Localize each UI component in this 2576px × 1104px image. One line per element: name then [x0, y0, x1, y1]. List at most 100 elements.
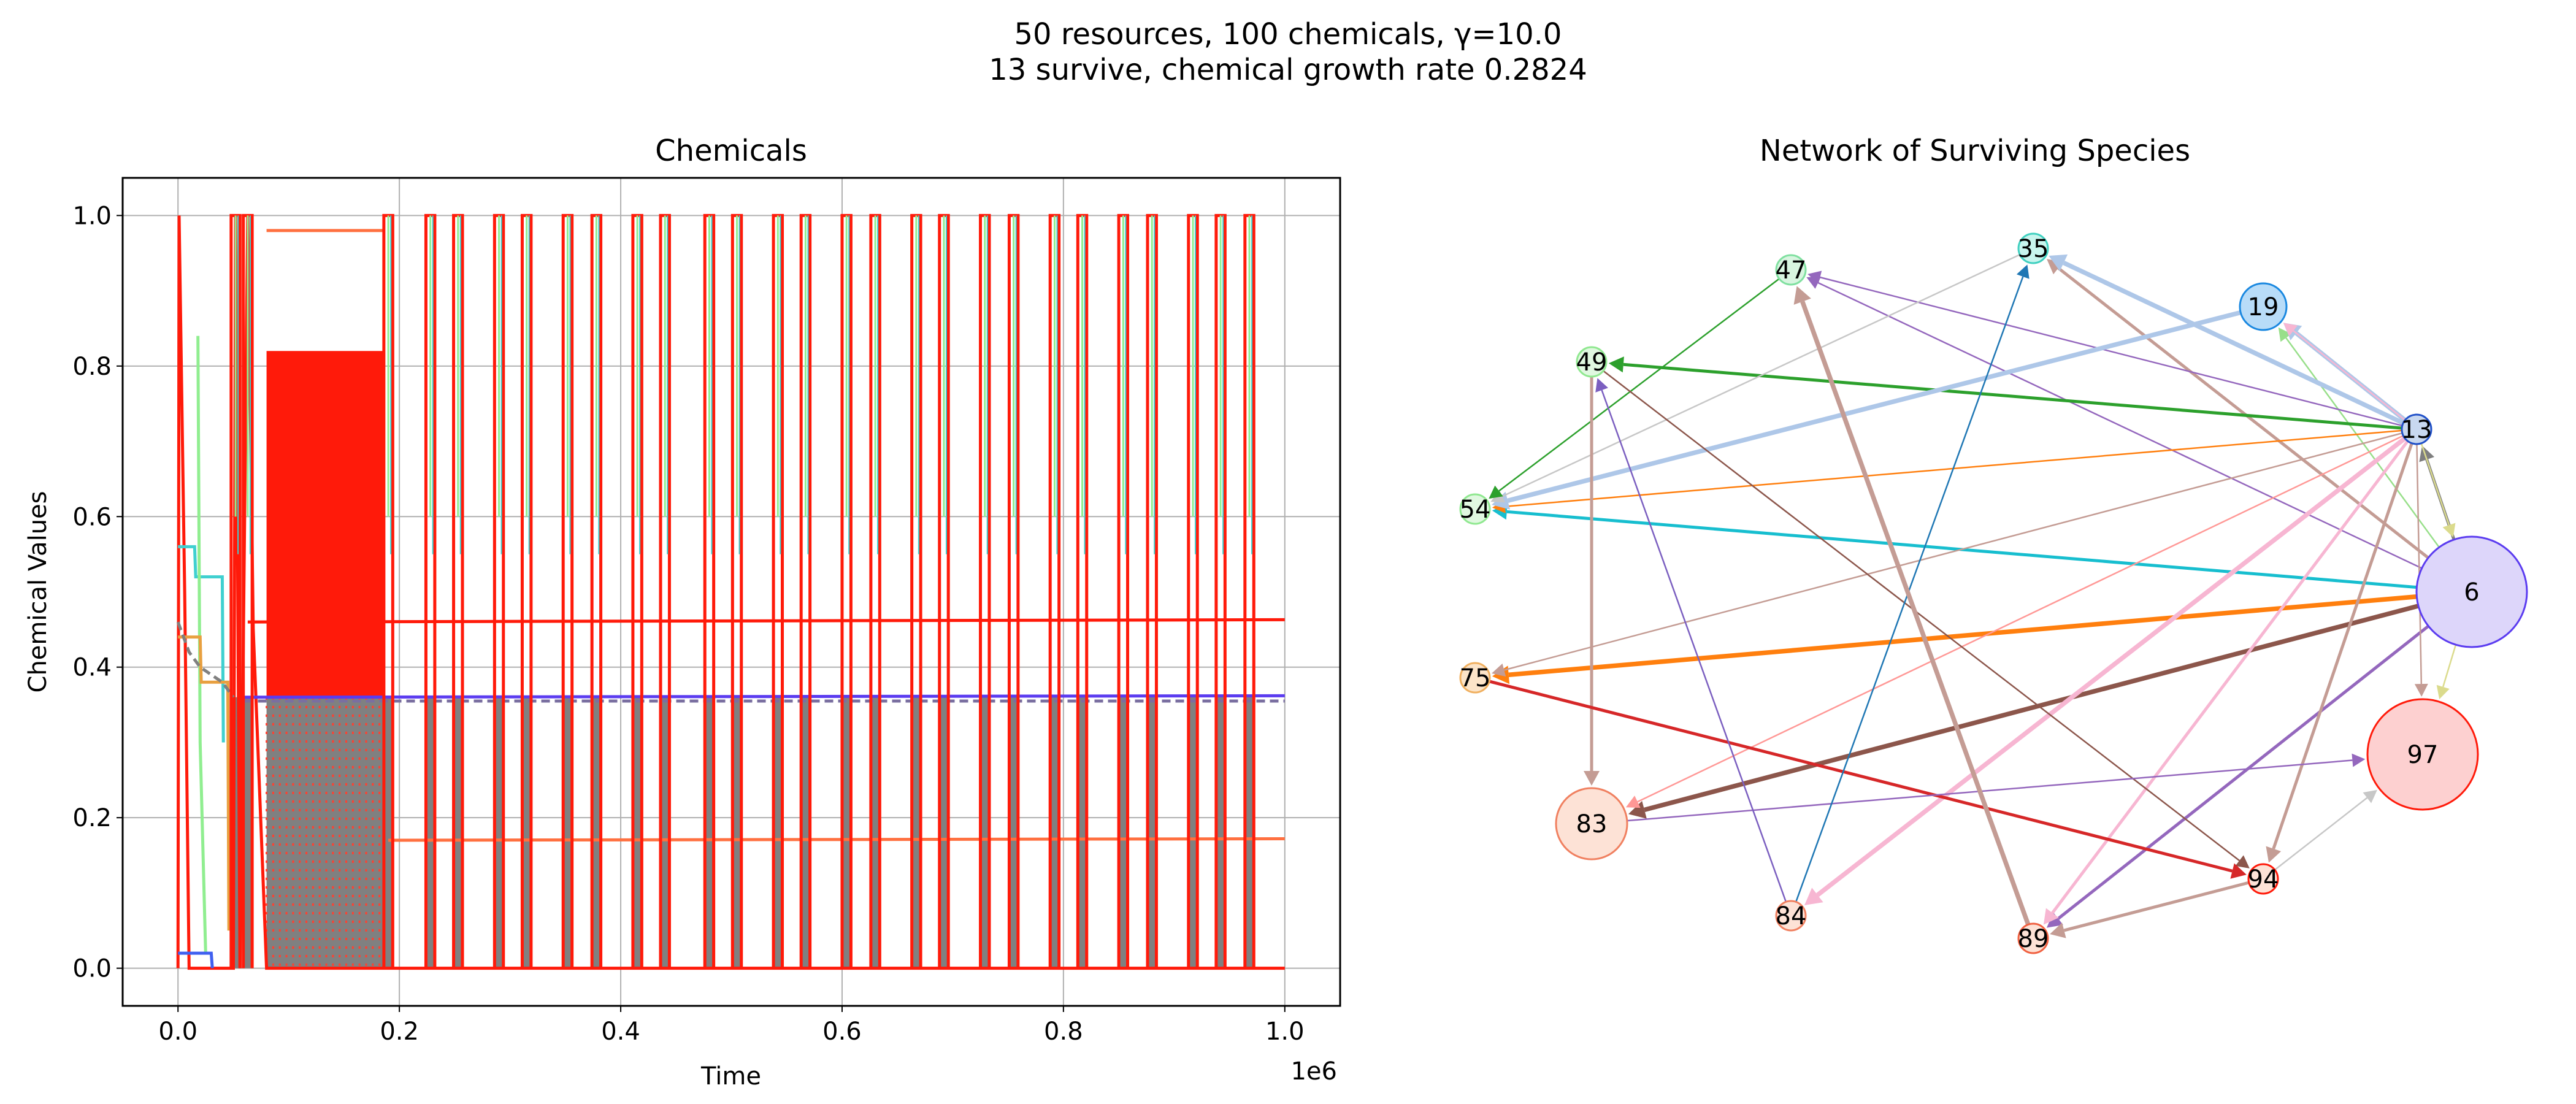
network-edge-35-54 [1501, 254, 2020, 497]
network-edge-arrowhead [1807, 270, 1822, 284]
network-node-label: 94 [2248, 865, 2279, 894]
network-node-49 [1576, 346, 1608, 378]
network-edge-13-6 [2420, 443, 2450, 526]
grey-spike [242, 697, 253, 968]
network-node-83 [1555, 787, 1628, 861]
grey-spike [703, 697, 715, 968]
network-edge-89-47 [1800, 301, 2031, 926]
network-node-label: 83 [1576, 810, 1608, 838]
network-node-label: 84 [1776, 902, 1807, 930]
network-edge-arrowhead [2046, 912, 2063, 928]
network-edge-6-47 [1817, 282, 2423, 569]
network-edge-arrowhead [1584, 771, 1600, 786]
network-edge-arrowhead [2230, 863, 2247, 879]
network-edge-arrowhead [2363, 789, 2377, 803]
grey-spike [772, 697, 784, 968]
series-line-4 [388, 837, 1285, 842]
y-tick-label: 0.8 [72, 353, 112, 381]
grey-spike [1187, 697, 1198, 968]
x-tick-label: 0.0 [158, 1018, 197, 1046]
x-tick-label: 0.8 [1044, 1018, 1083, 1046]
grey-spike [1008, 697, 1019, 968]
network-edge-arrowhead [1804, 887, 1823, 905]
network-edge-arrowhead [1489, 485, 1503, 499]
x-tick-label: 0.2 [380, 1018, 419, 1046]
chemicals-axes-frame [121, 177, 1341, 1007]
network-node-label: 54 [1460, 496, 1491, 524]
y-tick-label: 0.6 [72, 503, 112, 531]
network-node-84 [1775, 900, 1807, 932]
network-edge-13-83 [1637, 435, 2404, 803]
network-edge-13-49 [1623, 362, 2402, 430]
grey-spike [493, 697, 505, 968]
network-node-19 [2239, 282, 2288, 331]
network-node-label: 6 [2464, 578, 2479, 607]
x-tick-label: 1.0 [1265, 1018, 1305, 1046]
grey-spike [910, 697, 922, 968]
network-nodes: 6 13 19 35 47 49 54 75 83 84 89 94 97 [1459, 232, 2528, 954]
oscillation-band-grey [266, 697, 383, 968]
chemicals-chart-title: Chemicals [655, 134, 807, 168]
grey-spike [870, 697, 881, 968]
grey-spike [591, 697, 602, 968]
grey-spike [659, 697, 671, 968]
network-edge-arrowhead [2235, 855, 2250, 868]
network-edge-13-75 [1504, 432, 2403, 671]
network-edge-arrowhead [1793, 286, 1811, 305]
chemicals-x-axis-label: Time [700, 1062, 761, 1091]
network-edge-75-94 [1489, 680, 2233, 873]
grey-spike [452, 697, 464, 968]
oscillation-band-red [266, 351, 383, 697]
grey-spike [938, 697, 949, 968]
network-edge-13-35 [2063, 261, 2404, 426]
grey-spike [632, 697, 643, 968]
network-edge-6-75 [1508, 594, 2417, 678]
series-line-1 [247, 618, 1285, 624]
network-node-label: 89 [2018, 925, 2049, 953]
network-edge-arrowhead [2266, 846, 2282, 863]
grey-spike [562, 697, 573, 968]
network-edge-83-97 [1627, 759, 2353, 822]
network-edge-6-97 [2442, 644, 2457, 688]
y-tick-label: 0.0 [72, 955, 112, 983]
network-edge-arrowhead [2049, 254, 2068, 272]
x-tick-label: 0.6 [822, 1018, 862, 1046]
network-edge-arrowhead [2414, 683, 2428, 697]
network-edge-13-94 [2272, 442, 2413, 849]
network-edge-6-35 [2057, 267, 2429, 559]
grey-spike [1117, 697, 1129, 968]
network-edge-6-19 [2285, 337, 2440, 548]
network-edge-arrowhead [2278, 327, 2292, 342]
network-edge-arrowhead [1492, 663, 1506, 677]
network-edge-6-89 [2057, 624, 2429, 920]
network-node-6 [2415, 535, 2528, 648]
network-edge-arrowhead [2442, 523, 2456, 537]
network-edge-13-97 [2416, 443, 2423, 684]
network-edge-arrowhead [2043, 908, 2059, 925]
network-node-47 [1775, 254, 1807, 286]
grey-spike [1146, 697, 1158, 968]
series-line-9 [178, 951, 214, 968]
series-line-7 [196, 335, 207, 954]
y-tick-label: 1.0 [72, 202, 112, 230]
network-edge-13-84 [1816, 436, 2407, 897]
grey-spike [1049, 697, 1060, 968]
network-edge-47-54 [1498, 278, 1780, 492]
network-node-label: 49 [1576, 348, 1608, 377]
network-node-label: 13 [2401, 416, 2432, 444]
grey-spike [800, 697, 811, 968]
network-edge-49-94 [1603, 370, 2240, 862]
network-edge-arrowhead [1625, 795, 1641, 808]
network-edge-arrowhead [2283, 323, 2298, 336]
series-line-6 [178, 545, 225, 743]
network-node-13 [2401, 413, 2432, 445]
network-edge-arrowhead [1595, 378, 1608, 393]
chemicals-chart: Chemicals 0.0 0.2 0.4 0.6 0.8 1.0 0.0 0.2 0.4 0.6… [24, 134, 1341, 1091]
network-title: Network of Surviving Species [1760, 134, 2190, 168]
network-node-89 [2017, 922, 2049, 954]
chemicals-series-group [176, 213, 1285, 970]
network-edge-arrowhead [2050, 922, 2066, 938]
network-node-75 [1459, 662, 1491, 694]
grey-spike [1244, 697, 1255, 968]
